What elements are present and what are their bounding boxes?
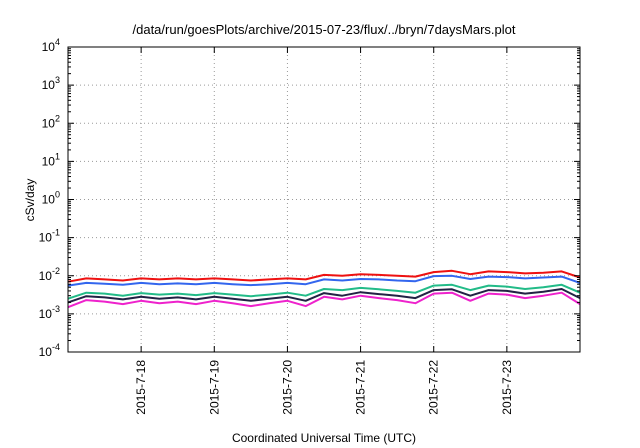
y-tick-label: 10-4 bbox=[39, 342, 60, 359]
y-axis-label: cSv/day bbox=[23, 179, 37, 222]
y-tick-label: 101 bbox=[42, 151, 60, 168]
x-tick-label: 2015-7-21 bbox=[354, 360, 368, 415]
x-tick-label: 2015-7-23 bbox=[500, 360, 514, 415]
series-line-1 bbox=[67, 269, 581, 283]
series-line-3 bbox=[67, 283, 581, 300]
x-tick-label: 2015-7-22 bbox=[427, 360, 441, 415]
chart-title: /data/run/goesPlots/archive/2015-07-23/f… bbox=[133, 22, 516, 37]
y-tick-label: 10-2 bbox=[39, 266, 60, 283]
y-tick-label: 10-1 bbox=[39, 228, 60, 245]
series-line-2 bbox=[67, 274, 581, 287]
x-tick-label: 2015-7-20 bbox=[280, 360, 294, 415]
y-tick-label: 103 bbox=[42, 75, 60, 92]
series-group bbox=[67, 269, 581, 309]
series-line-4 bbox=[67, 288, 581, 304]
x-axis-label: Coordinated Universal Time (UTC) bbox=[232, 431, 416, 445]
x-axis: 2015-7-18 2015-7-19 2015-7-20 2015-7-21 2015… bbox=[134, 47, 514, 415]
y-axis: 10-4 10-3 10-2 10-1 100 101 102 103 104 bbox=[39, 37, 580, 359]
y-tick-label: 10-3 bbox=[39, 304, 60, 321]
y-tick-label: 100 bbox=[42, 190, 60, 207]
x-tick-label: 2015-7-19 bbox=[207, 360, 221, 415]
y-tick-label: 102 bbox=[42, 113, 60, 130]
series-line-5 bbox=[67, 291, 581, 309]
y-tick-label: 104 bbox=[42, 37, 60, 54]
x-tick-label: 2015-7-18 bbox=[134, 360, 148, 415]
grid bbox=[68, 47, 580, 352]
